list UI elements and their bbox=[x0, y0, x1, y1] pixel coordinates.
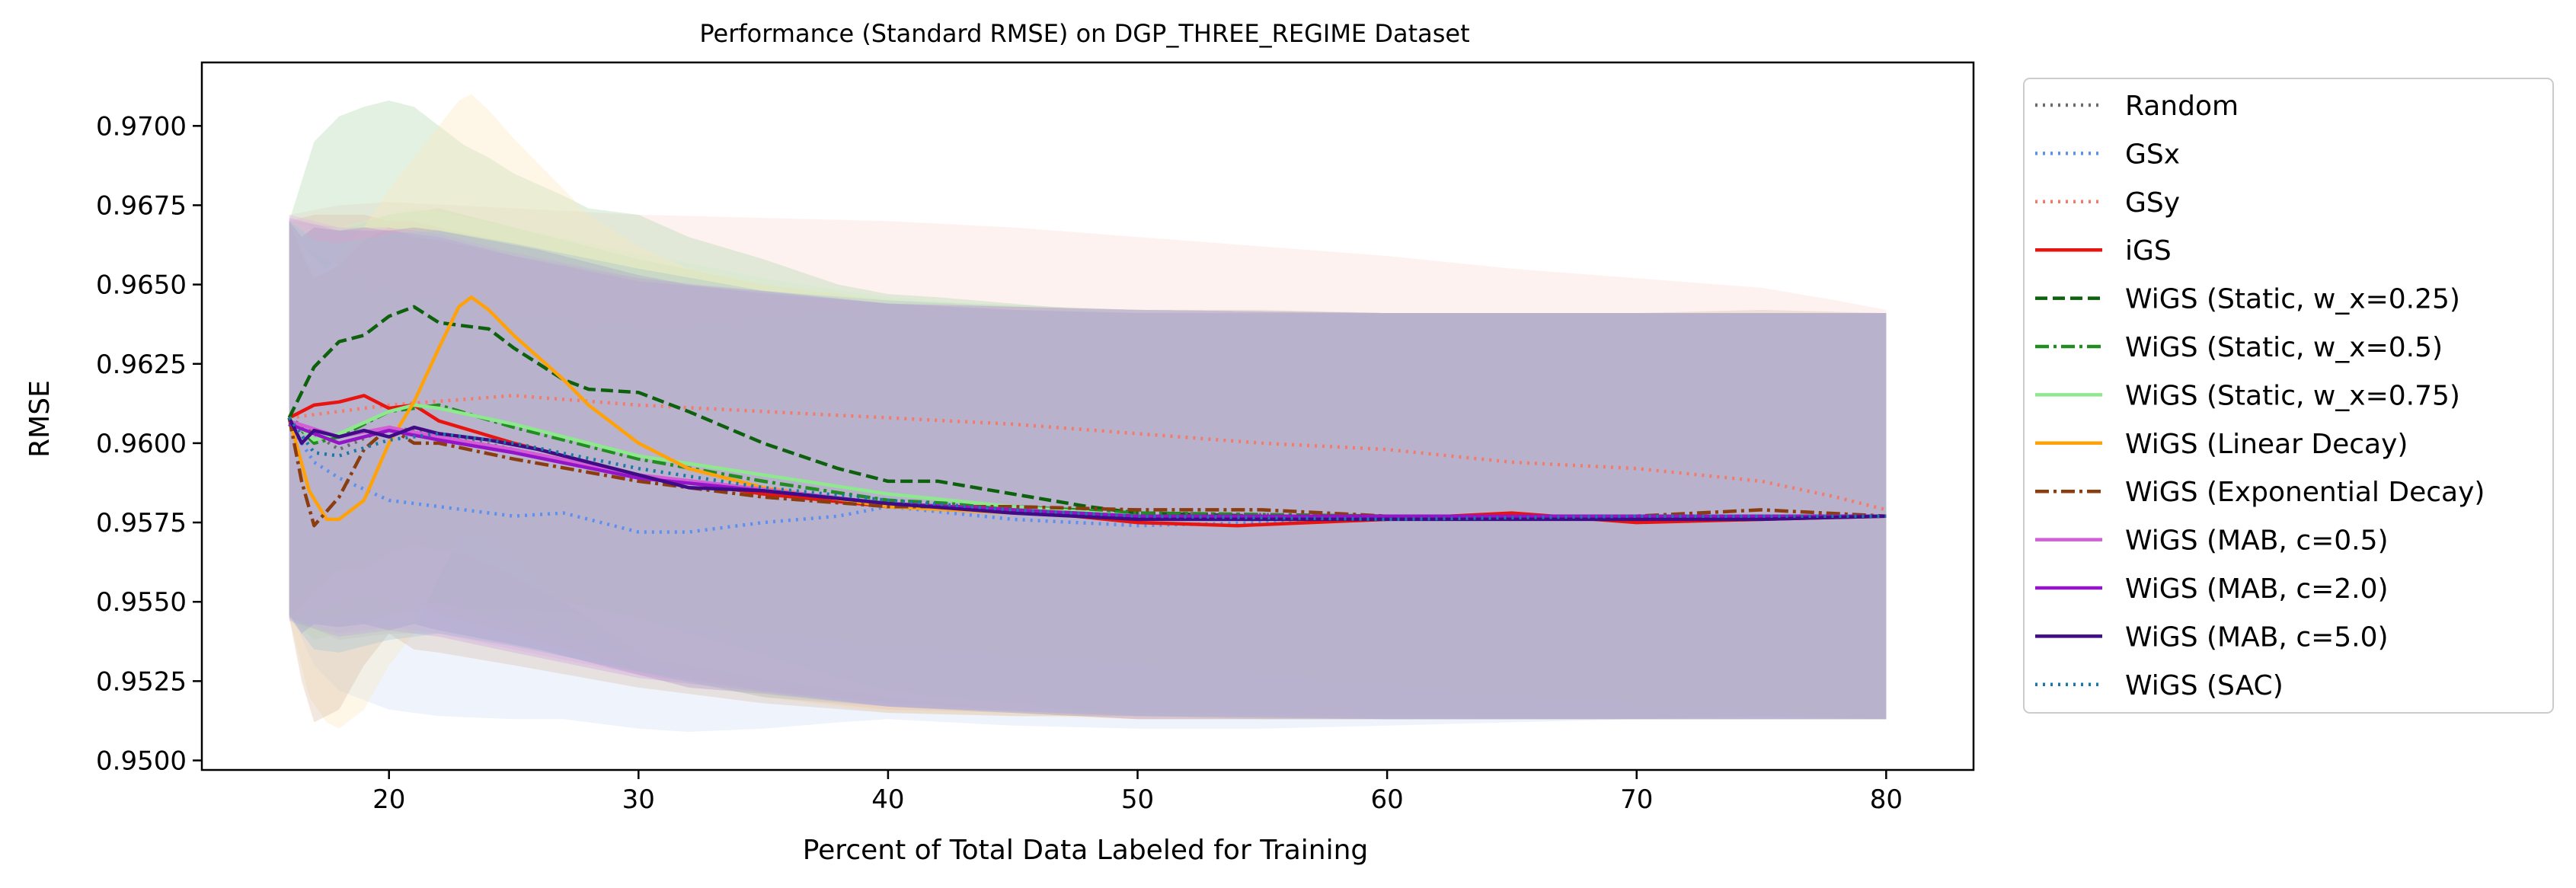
band-wigs-static-w-x-0-75 bbox=[289, 208, 1887, 720]
x-tick-label: 30 bbox=[622, 784, 655, 815]
y-axis-label: RMSE bbox=[24, 380, 56, 458]
band-gsx bbox=[289, 237, 1887, 733]
band-wigs-static-w-x-0-5 bbox=[289, 208, 1887, 720]
x-tick-label: 20 bbox=[372, 784, 405, 815]
band-igs bbox=[289, 215, 1887, 720]
band-wigs-mab-c-2-0 bbox=[289, 218, 1887, 720]
line-igs bbox=[288, 394, 1887, 528]
confidence-bands bbox=[289, 94, 1887, 733]
band-wigs-sac bbox=[289, 221, 1887, 720]
y-tick-label: 0.9700 bbox=[96, 111, 187, 142]
legend-label-random: Random bbox=[2125, 91, 2239, 122]
legend-label-wigs-linear-decay: WiGS (Linear Decay) bbox=[2125, 429, 2408, 460]
line-gsx bbox=[287, 423, 1887, 534]
x-tick-label: 50 bbox=[1121, 784, 1154, 815]
line-wigs-mab-c-2-0 bbox=[288, 422, 1887, 518]
band-random bbox=[289, 221, 1887, 720]
legend-label-wigs-static-w-x-0-5: WiGS (Static, w_x=0.5) bbox=[2125, 332, 2443, 363]
band-wigs-linear-decay bbox=[289, 94, 1887, 729]
line-wigs-static-w-x-0-25 bbox=[287, 305, 1887, 518]
x-tick-label: 60 bbox=[1370, 784, 1403, 815]
y-tick-label: 0.9600 bbox=[96, 429, 187, 459]
legend-label-wigs-mab-c-0-5: WiGS (MAB, c=0.5) bbox=[2125, 525, 2389, 557]
band-wigs-static-w-x-0-25 bbox=[289, 101, 1887, 720]
legend: Random GSx GSy iGS WiGS (Static, w_x=0.25) Wi… bbox=[2023, 78, 2554, 714]
legend-label-wigs-static-w-x-0-25: WiGS (Static, w_x=0.25) bbox=[2125, 284, 2460, 315]
y-tick-label: 0.9625 bbox=[96, 350, 187, 380]
legend-label-gsx: GSx bbox=[2125, 139, 2180, 170]
x-axis-ticks: 20 30 40 50 60 70 80 bbox=[372, 770, 1903, 815]
legend-label-wigs-exponential-decay: WiGS (Exponential Decay) bbox=[2125, 477, 2485, 508]
y-tick-label: 0.9500 bbox=[96, 746, 187, 777]
x-tick-label: 80 bbox=[1870, 784, 1903, 815]
legend-box bbox=[2023, 78, 2554, 714]
x-tick-label: 70 bbox=[1620, 784, 1653, 815]
line-wigs-sac bbox=[287, 417, 1887, 522]
x-tick-label: 40 bbox=[871, 784, 904, 815]
y-tick-label: 0.9575 bbox=[96, 508, 187, 538]
series-lines bbox=[287, 295, 1887, 534]
band-wigs-mab-c-0-5 bbox=[289, 215, 1887, 720]
legend-label-igs: iGS bbox=[2125, 235, 2172, 267]
y-tick-label: 0.9675 bbox=[96, 190, 187, 221]
chart-title: Performance (Standard RMSE) on DGP_THREE… bbox=[699, 19, 1469, 48]
band-wigs-mab-c-5-0 bbox=[289, 221, 1887, 720]
legend-label-gsy: GSy bbox=[2125, 187, 2180, 219]
plot-frame bbox=[200, 61, 1975, 771]
band-wigs-exponential-decay bbox=[289, 221, 1887, 723]
x-axis-label: Percent of Total Data Labeled for Traini… bbox=[803, 835, 1369, 866]
band-gsy bbox=[289, 202, 1887, 720]
legend-label-wigs-static-w-x-0-75: WiGS (Static, w_x=0.75) bbox=[2125, 380, 2460, 411]
legend-label-wigs-mab-c-2-0: WiGS (MAB, c=2.0) bbox=[2125, 573, 2389, 605]
y-axis-ticks: 0.9500 0.9525 0.9550 0.9575 0.9600 0.9625 0.96… bbox=[96, 111, 202, 777]
y-tick-label: 0.9650 bbox=[96, 270, 187, 301]
y-tick-label: 0.9525 bbox=[96, 666, 187, 697]
legend-label-wigs-sac: WiGS (SAC) bbox=[2125, 670, 2284, 701]
legend-label-wigs-mab-c-5-0: WiGS (MAB, c=5.0) bbox=[2125, 621, 2389, 653]
y-tick-label: 0.9550 bbox=[96, 587, 187, 618]
